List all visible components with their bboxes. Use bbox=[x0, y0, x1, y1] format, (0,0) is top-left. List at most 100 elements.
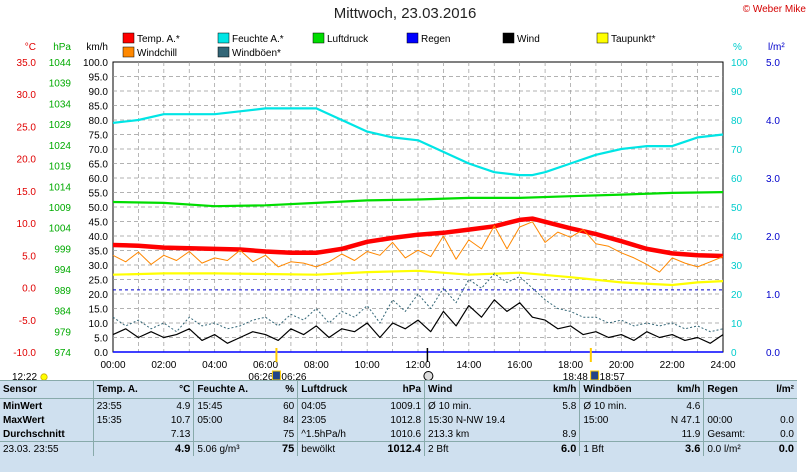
table-cell bbox=[703, 398, 765, 413]
pressure-tick-label: 1034 bbox=[49, 99, 72, 110]
hdr-wind-unit: km/h bbox=[539, 381, 580, 399]
legend-swatch bbox=[217, 46, 230, 58]
table-cell: 4.6 bbox=[686, 400, 701, 412]
hdr-humidity: Feuchte A. bbox=[193, 381, 273, 399]
speed-tick-label: 40.0 bbox=[89, 232, 109, 243]
hdr-gusts: Windböen bbox=[579, 381, 655, 399]
x-tick-label: 10:00 bbox=[355, 360, 380, 371]
humidity-tick-label: 100 bbox=[731, 58, 748, 69]
temp-tick-label: 5.0 bbox=[22, 251, 36, 262]
series-line bbox=[112, 107, 724, 177]
row-label: MaxWert bbox=[3, 414, 45, 426]
table-row: 23.03. 23:55 4.9 5.06 g/m³ 75 bewölkt 10… bbox=[0, 441, 797, 456]
speed-tick-label: 85.0 bbox=[89, 102, 109, 113]
series-line bbox=[112, 216, 724, 259]
table-cell: 1012.8 bbox=[390, 414, 422, 426]
table-row: MinWert 23:55 4.9 15:45 60 04:05 1009.1 … bbox=[0, 398, 797, 414]
pressure-tick-label: 999 bbox=[54, 244, 71, 255]
legend-swatch bbox=[406, 32, 419, 44]
copyright-label[interactable]: © Weber Mike bbox=[742, 4, 806, 15]
legend-label: Regen bbox=[421, 34, 450, 45]
legend-label: Windböen* bbox=[232, 48, 281, 59]
speed-tick-label: 100.0 bbox=[83, 58, 108, 69]
table-cell: 7.13 bbox=[170, 428, 191, 440]
speed-tick-label: 20.0 bbox=[89, 290, 109, 301]
sun-icon bbox=[40, 373, 48, 380]
temp-tick-label: 10.0 bbox=[17, 219, 37, 230]
hdr-rain-unit: l/m² bbox=[764, 381, 797, 399]
legend-swatch bbox=[502, 32, 515, 44]
table-row: Durchschnitt 7.13 75 ^1.5hPa/h 1010.6 21… bbox=[0, 427, 797, 442]
table-cell: 1012.4 bbox=[369, 441, 425, 456]
pressure-tick-label: 989 bbox=[54, 286, 71, 297]
speed-tick-label: 80.0 bbox=[89, 116, 109, 127]
pressure-axis-label: hPa bbox=[53, 42, 71, 53]
pressure-tick-label: 1014 bbox=[49, 182, 72, 193]
speed-tick-label: 50.0 bbox=[89, 203, 109, 214]
pressure-tick-label: 979 bbox=[54, 327, 71, 338]
table-cell: 5.8 bbox=[562, 400, 577, 412]
table-cell: 23:05 bbox=[297, 413, 370, 427]
table-cell: 5.06 g/m³ bbox=[193, 441, 273, 456]
row-label: Durchschnitt bbox=[3, 428, 65, 440]
legend-swatch bbox=[217, 32, 230, 44]
legend-label: Wind bbox=[517, 34, 540, 45]
summary-header-row: Sensor Temp. A. °C Feuchte A. % Luftdruc… bbox=[0, 381, 797, 399]
pressure-tick-label: 1019 bbox=[49, 162, 72, 173]
legend-label: Taupunkt* bbox=[611, 34, 656, 45]
rain-axis-label: l/m² bbox=[768, 42, 785, 53]
humidity-tick-label: 70 bbox=[731, 145, 743, 156]
temp-tick-label: 15.0 bbox=[17, 187, 37, 198]
speed-tick-label: 35.0 bbox=[89, 247, 109, 258]
pressure-tick-label: 1044 bbox=[49, 58, 72, 69]
table-cell: 6.0 bbox=[539, 441, 580, 456]
humidity-tick-label: 30 bbox=[731, 261, 743, 272]
pressure-tick-label: 984 bbox=[54, 307, 71, 318]
pressure-tick-label: 1024 bbox=[49, 141, 72, 152]
table-cell: 213.3 km bbox=[424, 427, 540, 442]
hdr-wind: Wind bbox=[424, 381, 540, 399]
table-cell bbox=[764, 399, 797, 414]
table-cell: Ø 10 min. bbox=[579, 398, 655, 413]
pressure-tick-label: 1039 bbox=[49, 79, 72, 90]
moon-label: 18:57 bbox=[600, 372, 625, 380]
speed-axis-label: km/h bbox=[86, 42, 108, 53]
temp-tick-label: 0.0 bbox=[22, 284, 36, 295]
temp-axis-label: °C bbox=[25, 42, 36, 53]
speed-tick-label: 75.0 bbox=[89, 131, 109, 142]
rain-tick-label: 1.0 bbox=[766, 290, 780, 301]
humidity-tick-label: 50 bbox=[731, 203, 743, 214]
series-line bbox=[112, 273, 724, 333]
temp-tick-label: 35.0 bbox=[17, 58, 37, 69]
speed-tick-label: 5.0 bbox=[94, 334, 108, 345]
table-cell: 4.9 bbox=[176, 400, 191, 412]
table-cell: 3.6 bbox=[654, 441, 704, 456]
temp-tick-label: 30.0 bbox=[17, 90, 37, 101]
row-label: MinWert bbox=[3, 400, 43, 412]
series-line bbox=[112, 191, 724, 208]
table-cell: 1 Bft bbox=[579, 441, 655, 456]
legend-swatch bbox=[312, 32, 325, 44]
speed-tick-label: 45.0 bbox=[89, 218, 109, 229]
x-tick-label: 14:00 bbox=[456, 360, 481, 371]
table-cell: Gesamt: bbox=[703, 427, 765, 442]
x-tick-label: 04:00 bbox=[202, 360, 227, 371]
table-cell: 11.9 bbox=[681, 428, 701, 440]
speed-tick-label: 25.0 bbox=[89, 276, 109, 287]
humidity-axis-label: % bbox=[733, 42, 742, 53]
x-tick-label: 12:00 bbox=[405, 360, 430, 371]
table-cell: 1009.1 bbox=[390, 400, 422, 412]
temp-tick-label: 20.0 bbox=[17, 155, 37, 166]
table-cell: 0.0 bbox=[780, 414, 794, 426]
series-line bbox=[112, 269, 724, 287]
x-tick-label: 22:00 bbox=[660, 360, 685, 371]
series-line bbox=[112, 299, 724, 344]
pressure-tick-label: 1009 bbox=[49, 203, 72, 214]
hdr-pressure-unit: hPa bbox=[369, 381, 425, 399]
x-tick-label: 06:00 bbox=[253, 360, 278, 371]
table-cell: bewölkt bbox=[297, 441, 370, 456]
table-cell bbox=[539, 413, 580, 427]
legend-label: Feuchte A.* bbox=[232, 34, 284, 45]
x-tick-label: 08:00 bbox=[304, 360, 329, 371]
speed-tick-label: 95.0 bbox=[89, 73, 109, 84]
